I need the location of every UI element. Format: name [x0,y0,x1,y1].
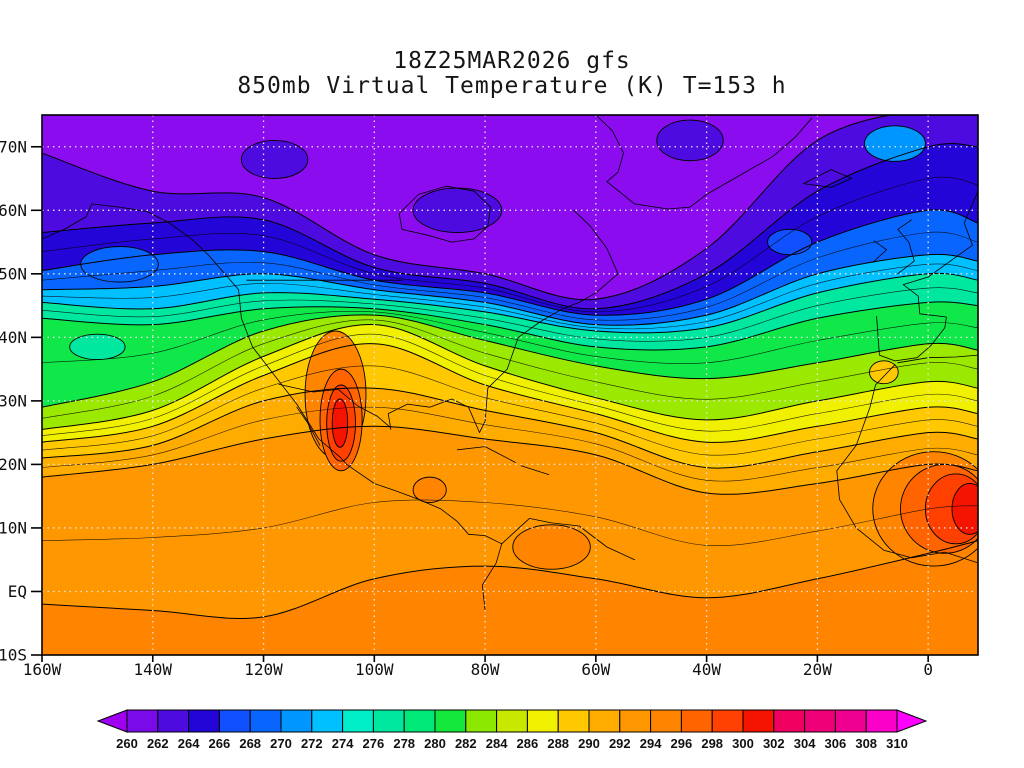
svg-text:274: 274 [332,736,354,751]
svg-text:262: 262 [147,736,169,751]
svg-text:160W: 160W [23,660,62,679]
svg-text:0: 0 [923,660,933,679]
svg-text:298: 298 [701,736,723,751]
svg-text:40W: 40W [692,660,721,679]
svg-text:264: 264 [178,736,200,751]
svg-text:300: 300 [732,736,754,751]
svg-text:270: 270 [270,736,292,751]
svg-text:20W: 20W [803,660,832,679]
svg-text:286: 286 [517,736,539,751]
svg-text:310: 310 [886,736,908,751]
svg-text:290: 290 [578,736,600,751]
svg-text:276: 276 [363,736,385,751]
y-axis-labels: 70N 60N 50N 40N 30N 20N 10N EQ 10S [0,137,42,665]
svg-text:292: 292 [609,736,631,751]
svg-text:40N: 40N [0,328,27,347]
map-field [42,115,978,655]
svg-text:296: 296 [671,736,693,751]
svg-text:294: 294 [640,736,662,751]
svg-text:30N: 30N [0,391,27,410]
svg-text:50N: 50N [0,264,27,283]
svg-text:278: 278 [393,736,415,751]
svg-text:100W: 100W [355,660,394,679]
svg-text:268: 268 [239,736,261,751]
svg-text:10N: 10N [0,518,27,537]
svg-text:266: 266 [209,736,231,751]
colorbar [96,709,928,733]
colorbar-labels: 260 262 264 266 268 270 272 274 276 278 280 282 284 2… [116,736,908,751]
coastlines [42,115,978,611]
svg-text:272: 272 [301,736,323,751]
svg-text:308: 308 [855,736,877,751]
svg-text:306: 306 [825,736,847,751]
svg-text:302: 302 [763,736,785,751]
svg-text:60W: 60W [581,660,610,679]
svg-text:282: 282 [455,736,477,751]
map-frame [41,114,979,656]
svg-text:260: 260 [116,736,138,751]
svg-text:10S: 10S [0,646,27,665]
svg-text:120W: 120W [244,660,283,679]
svg-text:304: 304 [794,736,816,751]
svg-text:140W: 140W [134,660,173,679]
svg-text:20N: 20N [0,455,27,474]
x-axis-labels: 160W 140W 120W 100W 80W 60W 40W 20W 0 [23,655,933,679]
svg-text:EQ: EQ [8,582,27,601]
chart-title: 18Z25MAR2026 gfs [393,48,631,74]
svg-text:80W: 80W [471,660,500,679]
svg-text:288: 288 [547,736,569,751]
svg-text:284: 284 [486,736,508,751]
chart-subtitle: 850mb Virtual Temperature (K) T=153 h [237,73,787,99]
svg-text:60N: 60N [0,201,27,220]
svg-text:70N: 70N [0,137,27,156]
svg-text:280: 280 [424,736,446,751]
grid-lines [42,115,978,655]
